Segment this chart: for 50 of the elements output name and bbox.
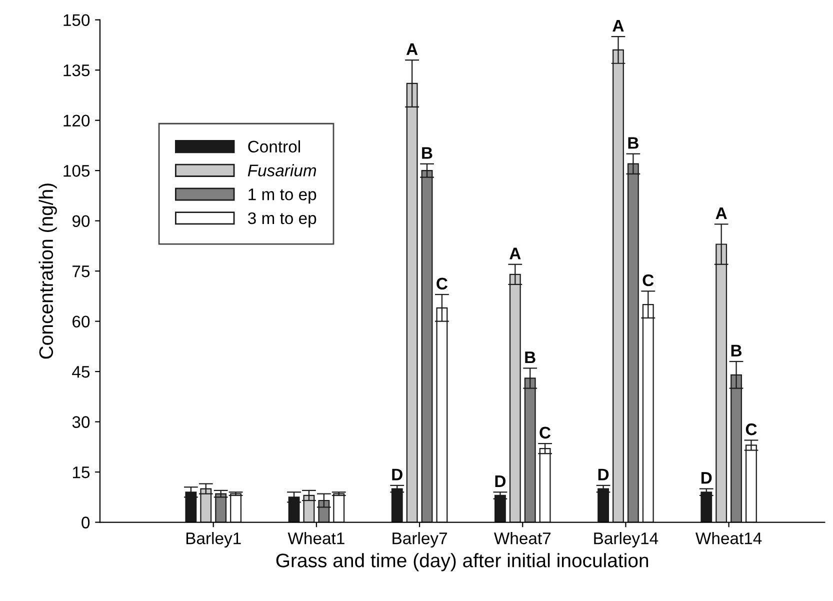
y-tick-label: 60 — [72, 316, 90, 328]
bar — [539, 448, 551, 522]
annotation: D — [495, 476, 506, 487]
y-tick-label: 105 — [64, 164, 90, 177]
y-tick-label: 120 — [64, 114, 90, 127]
annotation: A — [612, 20, 624, 32]
bar — [185, 492, 197, 522]
bar — [598, 488, 609, 522]
bar — [700, 492, 712, 522]
annotation: C — [540, 426, 551, 439]
bar — [333, 493, 345, 522]
x-tick-label: Wheat7 — [494, 532, 551, 544]
annotation: B — [731, 344, 742, 356]
legend-label: 1 m to ep — [248, 188, 316, 204]
x-tick-label: Barley14 — [594, 532, 658, 548]
legend-label: Fusarium — [248, 164, 316, 176]
annotation: A — [510, 248, 521, 260]
annotation: B — [422, 147, 432, 159]
annotation: B — [628, 137, 638, 149]
annotation: C — [642, 274, 654, 286]
legend-label: 3 m to ep — [248, 212, 316, 228]
x-tick-label: Barley7 — [392, 532, 447, 548]
annotation: C — [746, 423, 757, 436]
y-tick-label: 0 — [82, 516, 90, 528]
annotation: A — [406, 43, 418, 55]
y-tick-label: 75 — [72, 266, 90, 278]
x-axis-title: Grass and time (day) after initial inoculation — [276, 553, 648, 572]
y-tick-label: 45 — [72, 366, 90, 378]
bar — [391, 488, 403, 522]
x-tick-label: Wheat1 — [288, 532, 344, 544]
annotation: D — [392, 468, 402, 480]
y-tick-label: 90 — [72, 215, 90, 228]
y-tick-label: 135 — [64, 64, 90, 76]
x-tick-label: Wheat14 — [696, 532, 762, 544]
bar — [494, 494, 506, 522]
bar — [230, 493, 242, 522]
legend-label: Control — [248, 140, 300, 153]
annotation: D — [598, 468, 609, 480]
annotation: C — [436, 278, 448, 290]
bar — [215, 493, 227, 522]
annotation: B — [525, 352, 536, 364]
bar — [746, 444, 757, 522]
bar — [200, 488, 212, 522]
annotation: A — [716, 208, 727, 220]
x-tick-label: Barley1 — [186, 532, 241, 548]
y-tick-label: 30 — [72, 416, 90, 428]
annotation: D — [701, 472, 712, 484]
y-tick-label: 15 — [72, 466, 90, 478]
y-axis-title: Concentration (ng/h) — [38, 184, 57, 359]
y-tick-label: 150 — [64, 14, 90, 26]
